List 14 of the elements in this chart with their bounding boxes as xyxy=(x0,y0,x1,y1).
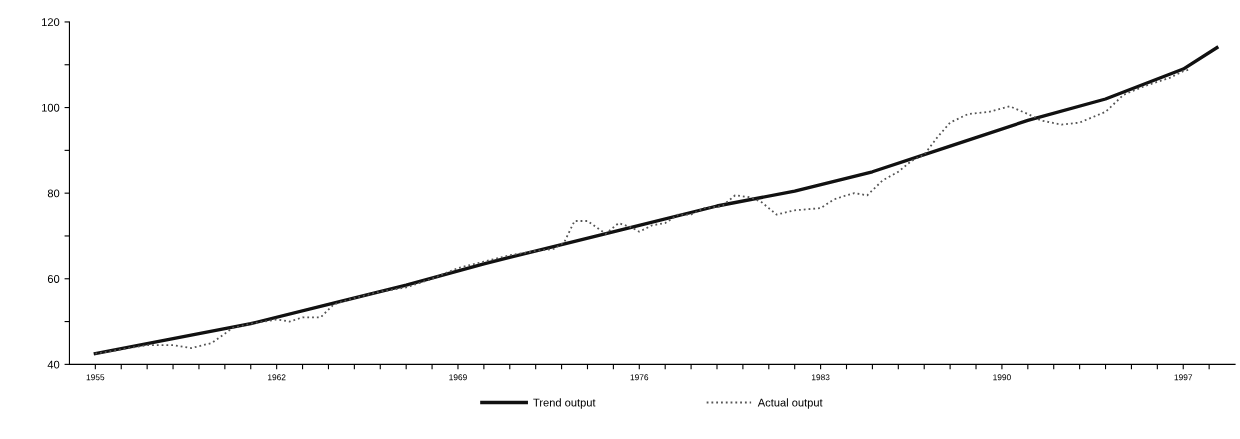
y-tick-label: 40 xyxy=(47,360,60,369)
y-tick-label: 120 xyxy=(42,18,60,27)
y-tick-label: 80 xyxy=(47,189,60,198)
x-tick-label: 1997 xyxy=(1174,374,1193,381)
x-tick-label: 1955 xyxy=(86,374,105,381)
legend-label: Actual output xyxy=(757,398,823,409)
legend-label: Trend output xyxy=(533,398,596,409)
x-tick-label: 1976 xyxy=(630,374,649,381)
x-tick-label: 1990 xyxy=(993,374,1011,381)
x-tick-label: 1983 xyxy=(811,374,830,381)
x-tick-label: 1969 xyxy=(449,374,467,381)
x-tick-label: 1962 xyxy=(268,374,286,381)
y-tick-label: 60 xyxy=(47,275,60,283)
y-tick-label: 100 xyxy=(42,103,60,112)
